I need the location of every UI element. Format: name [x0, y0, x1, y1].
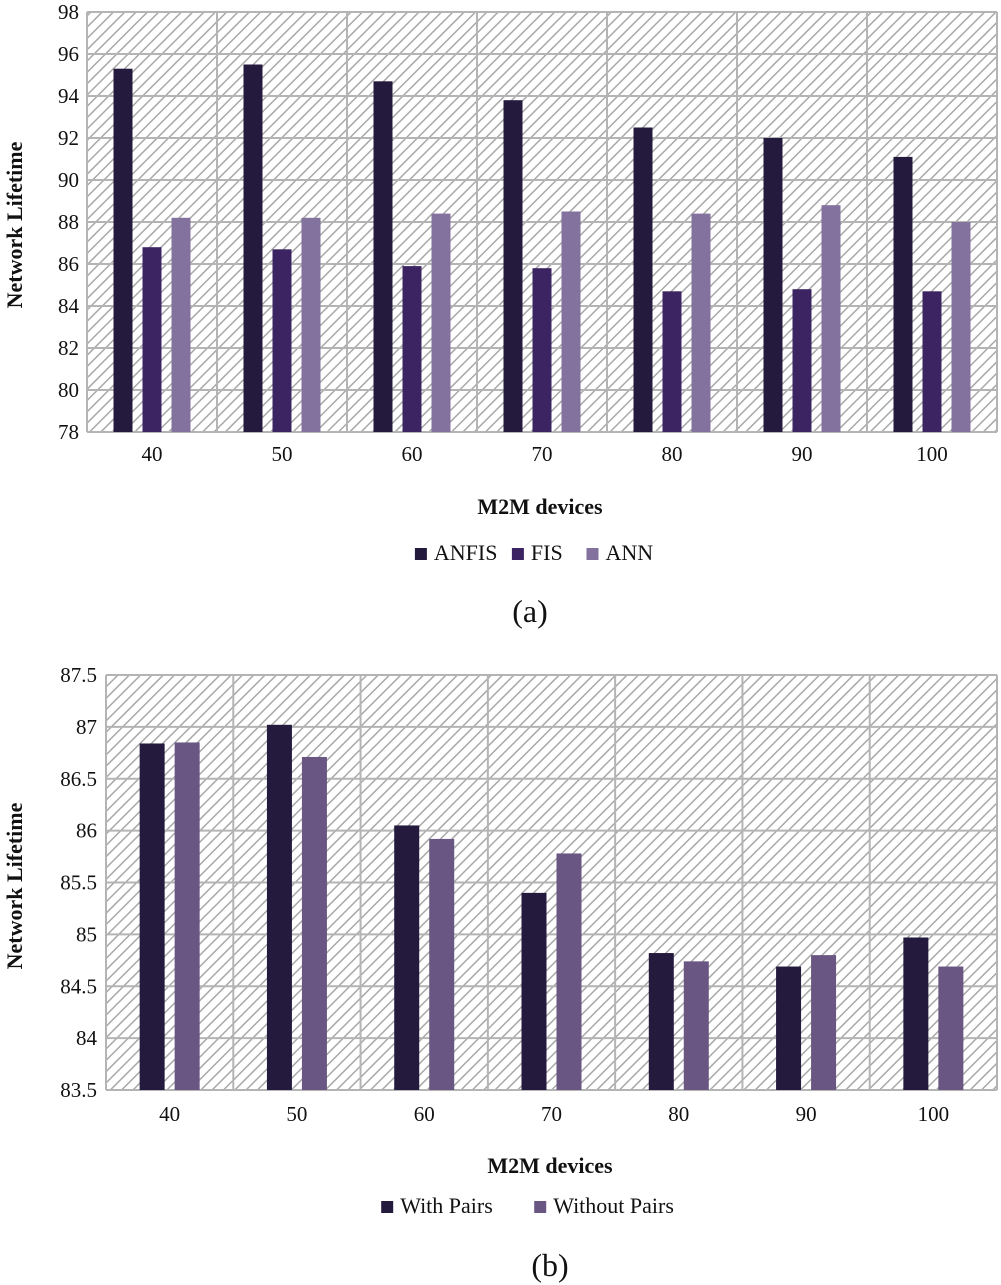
x-tick-label: 40: [159, 1102, 180, 1126]
y-tick-label: 86.5: [60, 767, 97, 791]
chart-a-gridlines: [86, 11, 998, 433]
chart-a-x-tick-labels: 40 50 60 70 80 90 100: [142, 442, 948, 466]
legend-swatch-anfis: [414, 548, 427, 560]
chart-b-x-axis-title: M2M devices: [487, 1153, 613, 1178]
x-tick-label: 100: [916, 442, 948, 466]
chart-b: 83.5 84 84.5 85 85.5 86 86.5 87 87.5 40 50 60 70 80 9…: [2, 663, 998, 1283]
bar-with-pairs-80: [648, 953, 674, 1090]
bar-fis-40: [142, 247, 162, 432]
bar-anfis-50: [243, 64, 263, 432]
y-tick-label: 94: [58, 84, 80, 108]
y-tick-label: 92: [58, 126, 79, 150]
chart-a-y-tick-labels: 78 80 82 84 86 88 90 92 94 96 98: [58, 0, 80, 444]
bar-ann-80: [691, 213, 711, 432]
chart-a-x-axis-title: M2M devices: [477, 494, 603, 519]
bar-with-pairs-40: [139, 743, 165, 1090]
chart-b-gridlines: [105, 674, 998, 1091]
bar-without-pairs-70: [556, 853, 582, 1090]
chart-a-legend: ANFIS FIS ANN: [414, 540, 654, 565]
bar-anfis-60: [373, 81, 393, 433]
chart-b-bars: [139, 724, 964, 1090]
y-tick-label: 85: [76, 922, 97, 946]
bar-fis-70: [532, 268, 552, 432]
bar-without-pairs-50: [301, 756, 327, 1090]
bar-fis-80: [662, 291, 682, 432]
bar-with-pairs-60: [394, 825, 420, 1090]
y-tick-label: 90: [58, 168, 79, 192]
bar-anfis-40: [113, 68, 133, 432]
legend-label: FIS: [531, 540, 563, 565]
y-tick-label: 80: [58, 378, 79, 402]
y-tick-label: 85.5: [60, 871, 97, 895]
x-tick-label: 60: [414, 1102, 435, 1126]
x-tick-label: 60: [402, 442, 423, 466]
x-tick-label: 50: [272, 442, 293, 466]
x-tick-label: 100: [918, 1102, 950, 1126]
y-tick-label: 84: [76, 1026, 98, 1050]
legend-swatch-ann: [586, 548, 599, 560]
bar-ann-100: [951, 222, 971, 432]
chart-b-legend: With Pairs Without Pairs: [381, 1193, 674, 1218]
y-tick-label: 87.5: [60, 663, 97, 687]
y-tick-label: 88: [58, 210, 79, 234]
legend-label: ANFIS: [434, 540, 498, 565]
y-tick-label: 84: [58, 294, 80, 318]
x-tick-label: 90: [796, 1102, 817, 1126]
bar-anfis-90: [763, 138, 783, 432]
chart-b-y-axis-title: Network Lifetime: [2, 802, 27, 969]
x-tick-label: 80: [662, 442, 683, 466]
bar-with-pairs-50: [266, 724, 292, 1090]
y-tick-label: 98: [58, 0, 79, 24]
bar-fis-90: [792, 289, 812, 432]
chart-a-y-axis-title: Network Lifetime: [2, 141, 27, 308]
bar-anfis-100: [893, 156, 913, 432]
chart-a-caption: (a): [512, 593, 548, 629]
bar-anfis-70: [503, 100, 523, 432]
x-tick-label: 80: [668, 1102, 689, 1126]
bar-ann-90: [821, 205, 841, 432]
chart-a-bars: [113, 64, 971, 433]
bar-anfis-80: [633, 127, 653, 432]
chart-a: 78 80 82 84 86 88 90 92 94 96 98 40 50 60 70 80 90 100 N…: [2, 0, 998, 629]
legend-swatch-with-pairs: [381, 1201, 394, 1213]
x-tick-label: 70: [532, 442, 553, 466]
y-tick-label: 78: [58, 420, 79, 444]
y-tick-label: 86: [58, 252, 79, 276]
x-tick-label: 90: [792, 442, 813, 466]
legend-label: Without Pairs: [553, 1193, 674, 1218]
bar-with-pairs-90: [776, 966, 802, 1090]
bar-without-pairs-40: [174, 742, 200, 1090]
bar-ann-50: [301, 217, 321, 432]
y-tick-label: 83.5: [60, 1078, 97, 1102]
bar-fis-60: [402, 266, 422, 432]
bar-ann-40: [171, 217, 191, 432]
legend-label: With Pairs: [400, 1193, 493, 1218]
bar-with-pairs-70: [521, 892, 547, 1090]
x-tick-label: 40: [142, 442, 163, 466]
y-tick-label: 87: [76, 715, 97, 739]
chart-b-y-tick-labels: 83.5 84 84.5 85 85.5 86 86.5 87 87.5: [60, 663, 97, 1102]
y-tick-label: 84.5: [60, 974, 97, 998]
legend-swatch-fis: [511, 548, 524, 560]
legend-label: ANN: [606, 540, 654, 565]
y-tick-label: 96: [58, 42, 79, 66]
bar-fis-50: [272, 249, 292, 432]
bar-ann-60: [431, 213, 451, 432]
x-tick-label: 70: [541, 1102, 562, 1126]
bar-without-pairs-80: [683, 961, 709, 1090]
legend-swatch-without-pairs: [534, 1201, 547, 1213]
y-tick-label: 82: [58, 336, 79, 360]
bar-with-pairs-100: [903, 937, 929, 1090]
chart-b-caption: (b): [531, 1247, 568, 1283]
y-tick-label: 86: [76, 819, 97, 843]
bar-without-pairs-60: [429, 838, 455, 1090]
x-tick-label: 50: [286, 1102, 307, 1126]
bar-without-pairs-90: [811, 955, 837, 1090]
bar-ann-70: [561, 211, 581, 432]
bar-without-pairs-100: [938, 966, 964, 1090]
chart-b-x-tick-labels: 40 50 60 70 80 90 100: [159, 1102, 949, 1126]
bar-fis-100: [922, 291, 942, 432]
